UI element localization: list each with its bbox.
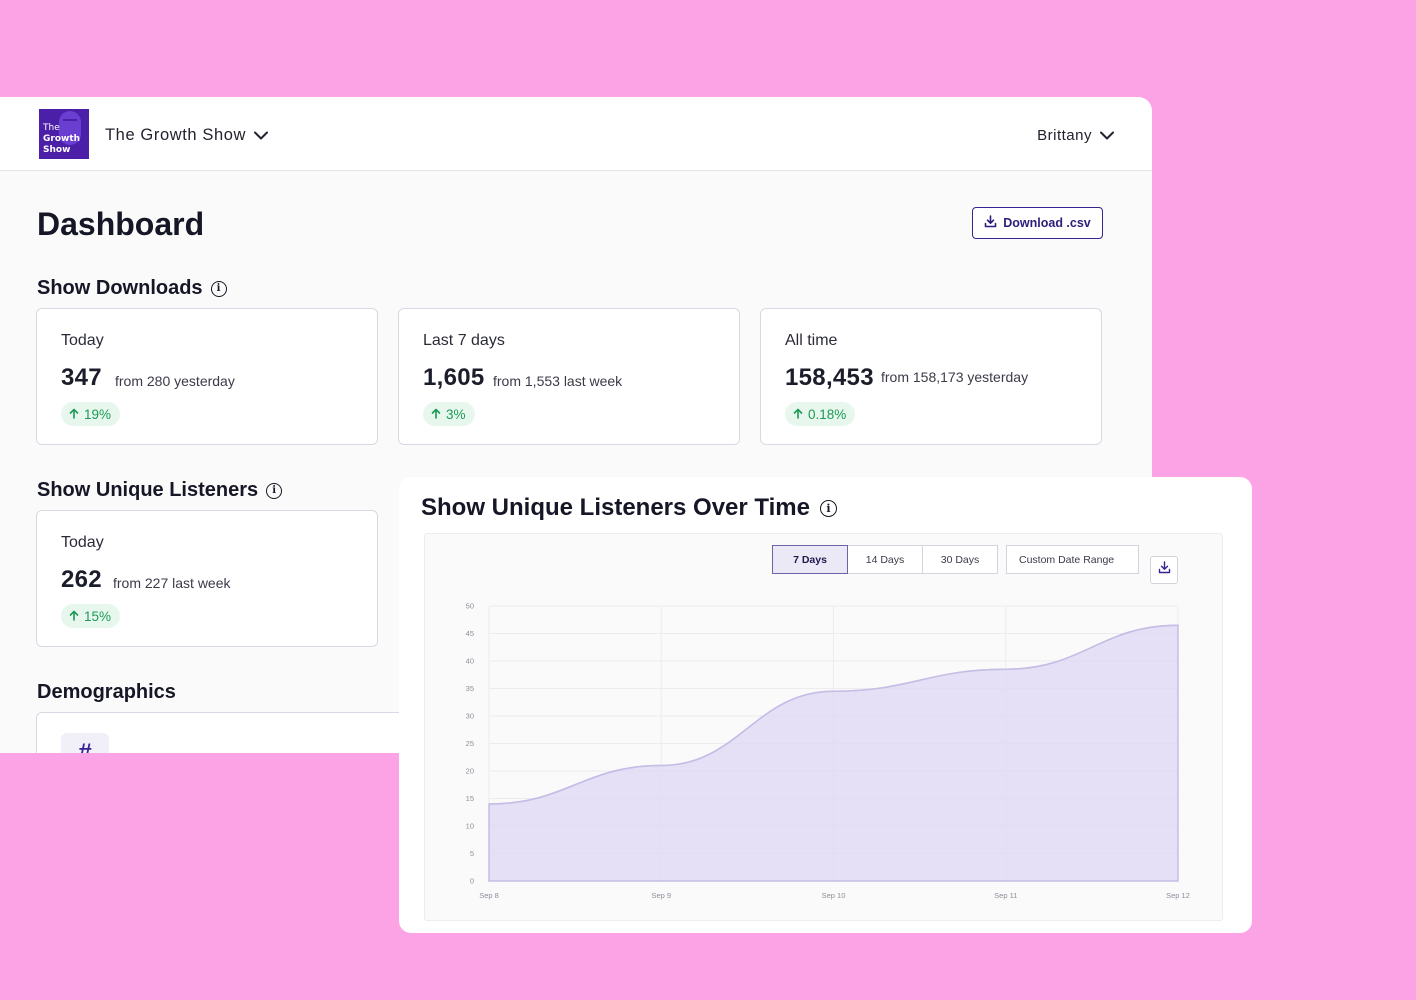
show-selector-dropdown[interactable]: The Growth Show — [105, 124, 269, 146]
y-tick-label: 30 — [466, 712, 474, 721]
y-tick-label: 0 — [470, 877, 474, 886]
card-value: 347 — [61, 364, 102, 391]
change-badge: 0.18% — [785, 402, 856, 426]
download-icon — [984, 215, 997, 231]
range-tab-14-days[interactable]: 14 Days — [847, 545, 923, 574]
chevron-down-icon — [254, 131, 269, 140]
change-badge: 3% — [423, 402, 475, 426]
listeners-area-chart: 0 5 10 15 20 25 30 35 40 45 50 Sep 8 Sep 9 Sep 10 Sep … — [466, 602, 1190, 901]
change-badge: 19% — [61, 402, 121, 426]
y-tick-label: 35 — [466, 684, 474, 693]
top-navigation-bar: The Growth Show The Growth Show Brittany — [0, 97, 1152, 171]
card-label: Today — [61, 332, 104, 349]
card-value: 262 — [61, 566, 102, 593]
x-tick-label: Sep 9 — [651, 891, 671, 900]
y-tick-label: 5 — [470, 849, 474, 858]
downloads-today-card: Today 347 from 280 yesterday 19% — [36, 308, 378, 445]
change-value: 3% — [446, 406, 466, 422]
arrow-up-icon — [69, 609, 79, 624]
date-range-tabs: 7 Days 14 Days 30 Days — [772, 545, 998, 574]
listeners-today-card: Today 262 from 227 last week 15% — [36, 510, 378, 647]
card-value: 158,453 — [785, 364, 874, 391]
change-badge: 15% — [61, 604, 121, 628]
arrow-up-icon — [431, 407, 441, 422]
change-value: 19% — [84, 406, 112, 422]
downloads-all-time-card: All time 158,453 from 158,173 yesterday … — [760, 308, 1102, 445]
arrow-up-icon — [69, 407, 79, 422]
show-logo[interactable]: The Growth Show — [39, 109, 89, 159]
download-icon — [1158, 561, 1171, 579]
card-comparison: from 1,553 last week — [493, 373, 623, 389]
info-icon[interactable]: i — [210, 280, 227, 297]
card-comparison: from 158,173 yesterday — [881, 369, 1029, 385]
page-title: Dashboard — [37, 206, 205, 242]
y-tick-label: 20 — [466, 767, 474, 776]
info-icon[interactable]: i — [820, 499, 837, 517]
section-title-text: Demographics — [37, 681, 176, 703]
card-label: All time — [785, 332, 838, 349]
user-menu-dropdown[interactable]: Brittany — [1037, 124, 1114, 146]
show-name: The Growth Show — [105, 125, 247, 144]
dashboard-window: The Growth Show The Growth Show Brittany… — [0, 97, 1152, 753]
downloads-last-7-days-card: Last 7 days 1,605 from 1,553 last week 3… — [398, 308, 740, 445]
range-tab-7-days[interactable]: 7 Days — [772, 545, 848, 574]
range-tab-30-days[interactable]: 30 Days — [922, 545, 998, 574]
y-tick-label: 10 — [466, 822, 474, 831]
logo-text-line-2: Growth — [43, 134, 81, 144]
demographics-card: # — [36, 712, 456, 753]
y-tick-label: 45 — [466, 629, 474, 638]
listeners-over-time-window: Show Unique Listeners Over Time i 7 Days… — [399, 477, 1252, 933]
user-name: Brittany — [1037, 126, 1092, 144]
chevron-down-icon — [1100, 131, 1114, 140]
x-tick-label: Sep 11 — [994, 891, 1017, 900]
y-tick-label: 50 — [466, 602, 474, 611]
change-value: 0.18% — [808, 406, 847, 422]
show-downloads-heading: Show Downloads i — [37, 277, 227, 300]
section-title-text: Show Unique Listeners — [37, 479, 259, 501]
x-tick-label: Sep 10 — [822, 891, 846, 900]
card-comparison: from 280 yesterday — [115, 373, 235, 389]
section-title-text: Show Downloads — [37, 277, 203, 299]
download-csv-label: Download .csv — [1003, 216, 1091, 230]
chart-title-text: Show Unique Listeners Over Time — [421, 494, 810, 521]
chart-download-button[interactable] — [1150, 556, 1178, 584]
card-value: 1,605 — [423, 364, 485, 391]
download-csv-button[interactable]: Download .csv — [972, 207, 1103, 239]
hash-icon: # — [61, 733, 109, 753]
chart-panel: 7 Days 14 Days 30 Days Custom Date Range… — [424, 533, 1223, 921]
show-unique-listeners-heading: Show Unique Listeners i — [37, 479, 283, 502]
change-value: 15% — [84, 608, 112, 624]
demographics-heading: Demographics — [37, 681, 176, 704]
custom-date-range-button[interactable]: Custom Date Range — [1006, 545, 1139, 574]
x-tick-label: Sep 8 — [479, 891, 499, 900]
y-tick-label: 15 — [466, 794, 474, 803]
series-line — [488, 624, 1179, 805]
info-icon[interactable]: i — [266, 482, 283, 499]
logo-text-line-1: The — [43, 123, 60, 133]
arrow-up-icon — [793, 407, 803, 422]
card-label: Today — [61, 534, 104, 551]
y-tick-label: 25 — [466, 739, 474, 748]
y-tick-label: 40 — [466, 657, 474, 666]
chart-window-title: Show Unique Listeners Over Time i — [421, 494, 837, 522]
card-comparison: from 227 last week — [113, 575, 231, 591]
card-label: Last 7 days — [423, 332, 505, 349]
logo-text-line-3: Show — [43, 145, 71, 155]
x-tick-label: Sep 12 — [1166, 891, 1190, 900]
